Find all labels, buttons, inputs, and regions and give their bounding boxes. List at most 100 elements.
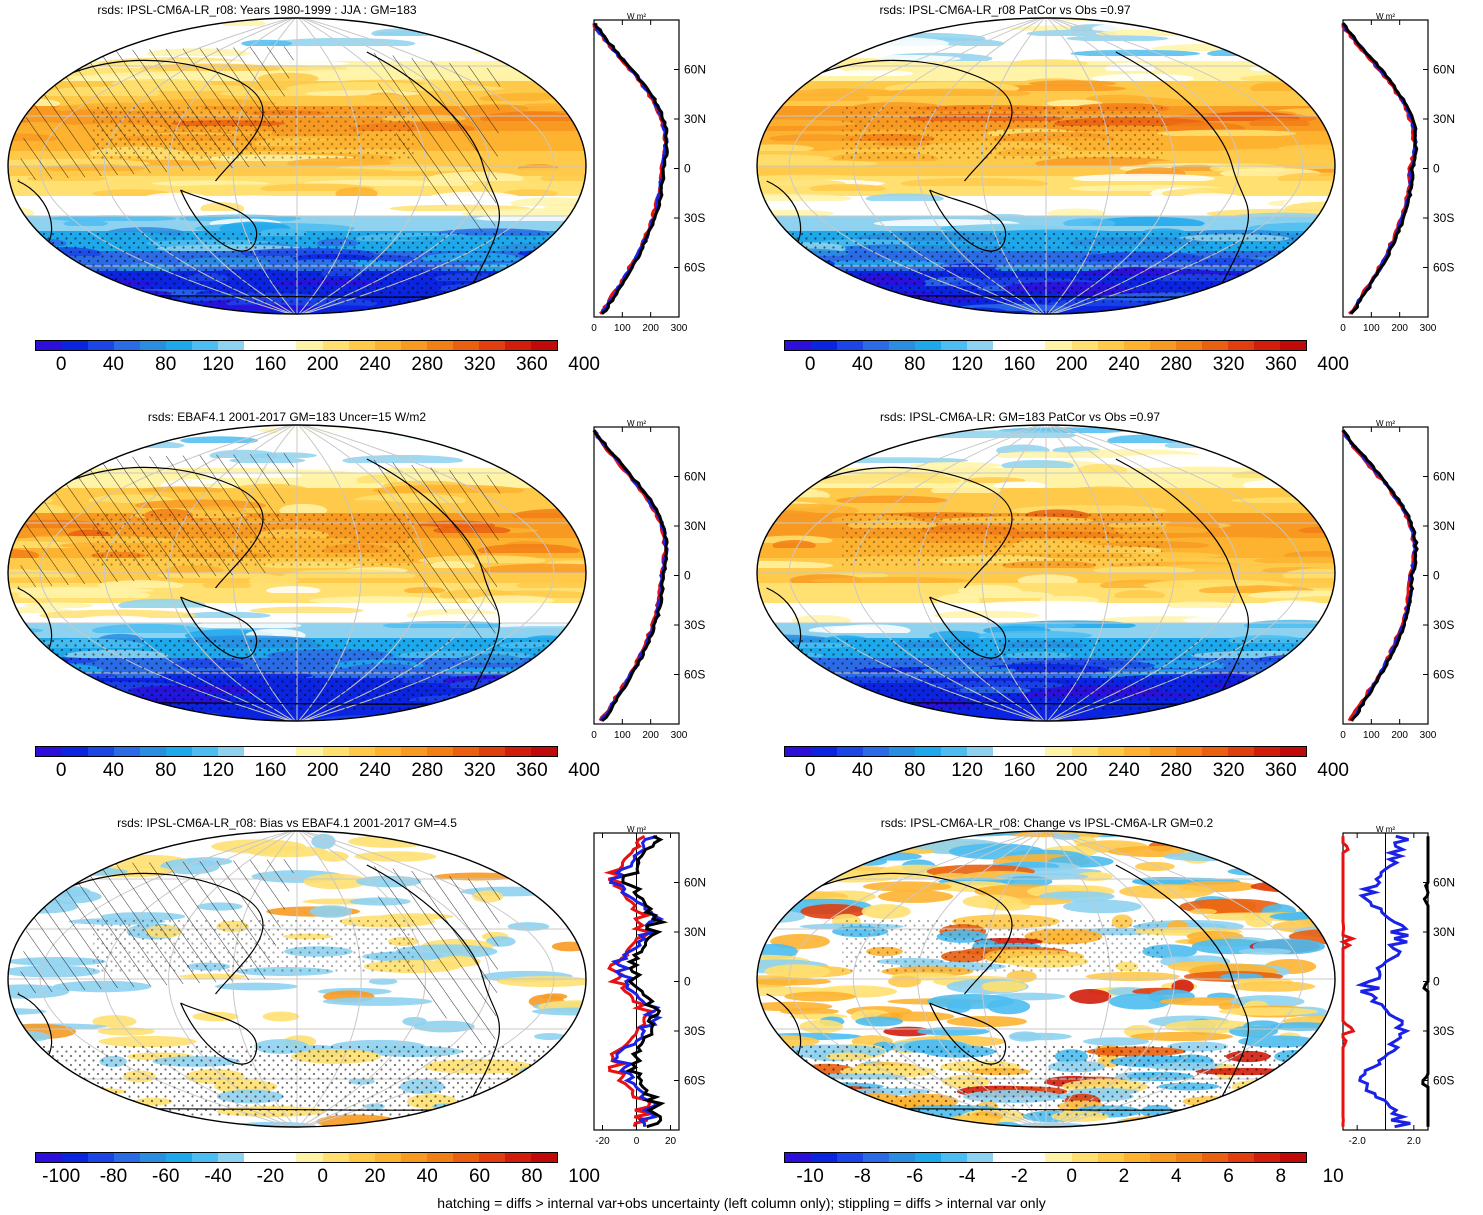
colorbar-label: 40	[102, 354, 125, 375]
profile-x-tick-label: 0	[591, 730, 597, 741]
colorbar-swatch	[1019, 1153, 1046, 1162]
colorbar-swatch	[166, 1153, 193, 1162]
colorbar-label: 360	[515, 760, 548, 781]
profile-model-line	[594, 23, 669, 315]
colorbar-label: 240	[1108, 354, 1140, 375]
colorbar-swatch	[374, 747, 401, 756]
colorbar-swatch	[889, 747, 916, 756]
profile-x-tick-label: 100	[1363, 730, 1380, 741]
colorbar-swatch	[270, 1153, 297, 1162]
colorbar-label: -60	[152, 1166, 180, 1187]
colorbar-swatch	[36, 341, 63, 350]
colorbar-label: 80	[904, 354, 926, 375]
colorbar-swatch	[62, 747, 89, 756]
lat-label: 30S	[1433, 1024, 1454, 1038]
colorbar-swatch	[941, 747, 968, 756]
colorbar-label: 280	[1160, 760, 1193, 781]
colorbar-label: 200	[1055, 354, 1088, 375]
zonal-mean-profile: W m² 60N 30N 0 30S 60S 0 100 200 300	[591, 12, 706, 334]
lat-label: 60N	[684, 63, 706, 77]
colorbar-label: 6	[1223, 1166, 1234, 1187]
lat-label: 60N	[1433, 63, 1455, 77]
profile-x-tick-label: 300	[671, 730, 688, 741]
colorbar-label: 80	[521, 1166, 543, 1187]
colorbar-label: 40	[851, 354, 874, 375]
colorbar	[35, 340, 558, 351]
colorbar-label: -4	[958, 1166, 976, 1187]
profile-x-tick-label: 0	[634, 1136, 640, 1147]
zonal-mean-profile: W m² 60N 30N 0 30S 60S 0 100 200 300	[1340, 12, 1455, 334]
colorbar	[784, 746, 1307, 757]
colorbar-label: 400	[1317, 760, 1349, 781]
colorbar-label: 160	[254, 760, 287, 781]
colorbar	[35, 1152, 558, 1163]
profile-unit-label: W m²	[627, 12, 646, 21]
colorbar-swatch	[478, 1153, 505, 1162]
profile-obs-line	[1339, 836, 1357, 1127]
lat-label: 30N	[1433, 519, 1455, 533]
colorbar-label: 280	[411, 760, 444, 781]
colorbar-swatch	[1097, 747, 1124, 756]
lat-label: 0	[1433, 975, 1440, 989]
colorbar-label: -6	[906, 1166, 924, 1187]
panel-title: rsds: IPSL-CM6A-LR_r08: Bias vs EBAF4.1 …	[117, 816, 457, 830]
colorbar-swatch	[322, 341, 349, 350]
colorbar-swatch	[1279, 747, 1306, 756]
colorbar-swatch	[270, 747, 297, 756]
colorbar-label: 0	[804, 354, 816, 375]
lat-label: 0	[684, 569, 691, 583]
lat-label: 60N	[1433, 470, 1455, 484]
colorbar-swatch	[915, 747, 942, 756]
colorbar-label: 20	[364, 1166, 386, 1187]
colorbar-swatch	[1071, 341, 1098, 350]
colorbar-swatch	[296, 1153, 323, 1162]
colorbar-swatch	[296, 747, 323, 756]
lat-label: 0	[1433, 162, 1440, 176]
colorbar-swatch	[218, 1153, 245, 1162]
colorbar-swatch	[1227, 341, 1254, 350]
colorbar-label: -10	[796, 1166, 824, 1187]
panel-title: rsds: IPSL-CM6A-LR: GM=183 PatCor vs Obs…	[879, 410, 1161, 424]
colorbar-swatch	[296, 341, 323, 350]
colorbar-swatch	[1071, 747, 1098, 756]
robinson-map	[7, 17, 587, 315]
colorbar-label: 360	[1264, 760, 1297, 781]
colorbar-swatch	[889, 341, 916, 350]
zonal-mean-profile: W m² 60N 30N 0 30S 60S -2.0 2.0	[1339, 825, 1455, 1147]
colorbar-swatch	[967, 341, 994, 350]
lat-label: 30S	[1433, 618, 1454, 632]
colorbar-swatch	[504, 747, 531, 756]
colorbar-swatch	[244, 341, 271, 350]
colorbar-swatch	[88, 747, 115, 756]
lat-label: 30N	[1433, 925, 1455, 939]
colorbar-swatch	[166, 341, 193, 350]
colorbar-swatch	[993, 747, 1020, 756]
colorbar-swatch	[504, 1153, 531, 1162]
colorbar-swatch	[1253, 1153, 1280, 1162]
profile-x-tick-label: 300	[671, 323, 688, 334]
robinson-map	[756, 830, 1336, 1128]
zonal-mean-profile: W m² 60N 30N 0 30S 60S 0 100 200 300	[1340, 419, 1455, 741]
colorbar-swatch	[1149, 1153, 1176, 1162]
colorbar-swatch	[1201, 1153, 1228, 1162]
colorbar	[35, 746, 558, 757]
colorbar-swatch	[993, 1153, 1020, 1162]
lat-label: 30S	[1433, 211, 1454, 225]
colorbar-swatch	[837, 747, 864, 756]
profile-x-tick-label: 200	[642, 730, 659, 741]
colorbar-swatch	[140, 747, 167, 756]
colorbar-label: 100	[568, 1166, 600, 1187]
colorbar-label: 120	[951, 760, 983, 781]
zonal-mean-profile: W m² 60N 30N 0 30S 60S -20 0 20	[593, 825, 706, 1147]
colorbar-label: 2	[1118, 1166, 1130, 1187]
colorbar-swatch	[1149, 341, 1176, 350]
lat-label: 30S	[684, 211, 705, 225]
colorbar-swatch	[530, 1153, 557, 1162]
colorbar-swatch	[504, 341, 531, 350]
colorbar-swatch	[1175, 747, 1202, 756]
colorbar-swatch	[889, 1153, 916, 1162]
colorbar-swatch	[114, 341, 141, 350]
profile-model-line	[592, 429, 669, 722]
colorbar-label: 360	[1264, 354, 1297, 375]
colorbar-swatch	[915, 341, 942, 350]
